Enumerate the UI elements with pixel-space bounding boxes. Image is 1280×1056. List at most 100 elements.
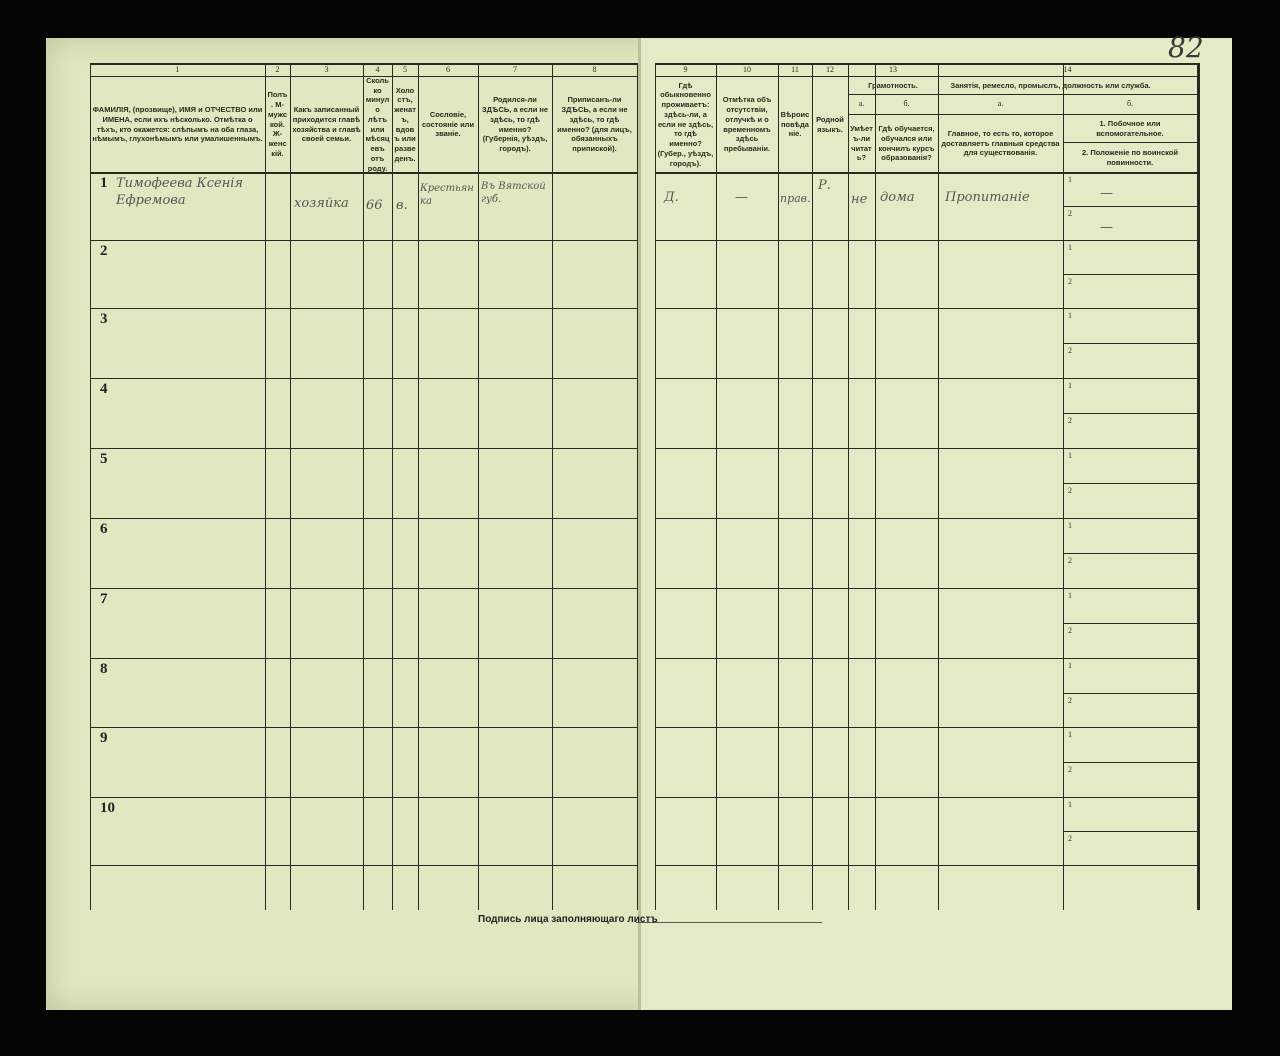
sub-row-line [1063, 483, 1197, 484]
column-line [778, 63, 779, 910]
row-line [655, 658, 1197, 659]
column-line [875, 63, 876, 910]
column-header-4: Сколько минуло лѣтъ или мѣсяцевъ отъ род… [365, 77, 390, 172]
column-line [1063, 63, 1064, 910]
sub-row-number: 2 [1068, 209, 1072, 218]
right-page [640, 38, 1232, 1010]
header-sub-row-line [1063, 142, 1197, 143]
sub-row-number: 2 [1068, 346, 1072, 355]
sub-row-number: 1 [1068, 381, 1072, 390]
sub-row-number: 1 [1068, 243, 1072, 252]
sub-row-number: 1 [1068, 591, 1072, 600]
column-header-13a: Умѣетъ-ли читать? [850, 124, 873, 163]
column-line [478, 63, 479, 910]
entry-1-can-read: не [851, 192, 868, 207]
column-header-9: Гдѣ обыкновенно проживаетъ: здѣсь-ли, а … [657, 80, 714, 168]
page-fold [638, 38, 641, 1010]
entry-1-relation: хозяйка [294, 196, 349, 211]
column-header-12: Родной языкъ. [816, 114, 844, 134]
row-line [655, 865, 1197, 866]
entry-1-language: Р. [818, 178, 831, 193]
row-number: 7 [100, 591, 108, 607]
sub-row-number: 1 [1068, 661, 1072, 670]
sub-row-number: 1 [1068, 521, 1072, 530]
sub-row-line [1063, 623, 1197, 624]
entry-1-marital: в. [396, 198, 408, 213]
column-number-11: 11 [791, 64, 799, 74]
entry-1-military-status: — [1100, 220, 1113, 235]
table-top-border [655, 63, 1197, 65]
row-line [655, 588, 1197, 589]
column-header-7: Родился-ли ЗДѢСЬ, а если не здѣсь, то гд… [481, 95, 549, 153]
row-number: 4 [100, 381, 108, 397]
row-number: 6 [100, 521, 108, 537]
sub-row-number: 1 [1068, 730, 1072, 739]
sub-row-number: 2 [1068, 416, 1072, 425]
column-number-8: 8 [592, 64, 597, 74]
column-header-5: Холостъ, женатъ, вдовъ или разведенъ. [394, 85, 416, 163]
sub-row-number: 1 [1068, 311, 1072, 320]
column-number-4: 4 [375, 64, 380, 74]
column-header-3: Какъ записанный приходится главѣ хозяйст… [292, 105, 361, 144]
entry-1-side-occupation: — [1100, 186, 1113, 201]
column-line [290, 63, 291, 910]
entry-1-name: Тимофеева Ксенія Ефремова [116, 176, 244, 208]
column-line [655, 63, 656, 910]
column-13b-label: б. [903, 99, 910, 109]
row-number: 10 [100, 800, 115, 816]
column-header-1: ФАМИЛІЯ, (прозвище), ИМЯ и ОТЧЕСТВО или … [92, 105, 263, 144]
header-subgroup-line [848, 114, 1197, 115]
column-header-13: Грамотность. [868, 80, 918, 90]
row-line [655, 727, 1197, 728]
sub-row-line [1063, 762, 1197, 763]
row-number: 8 [100, 661, 108, 677]
row-number: 9 [100, 730, 108, 746]
entry-1-religion: прав. [780, 192, 811, 205]
sub-row-line [1063, 693, 1197, 694]
column-header-14b-1: 1. Побочное или вспомогательное. [1096, 118, 1164, 138]
column-line [418, 63, 419, 910]
sub-row-line [1063, 831, 1197, 832]
entry-1-residence: Д. [664, 190, 679, 205]
sub-row-number: 2 [1068, 834, 1072, 843]
column-number-10: 10 [743, 64, 751, 74]
entry-1-education: дома [880, 190, 915, 205]
row-line [655, 518, 1197, 519]
sub-row-line [1063, 343, 1197, 344]
column-line [265, 63, 266, 910]
column-14a-label: а. [997, 99, 1004, 109]
page-number: 82 [1168, 31, 1204, 64]
column-header-13b: Гдѣ обучается, обучался или кончилъ курс… [878, 124, 935, 163]
entry-1-occupation: Пропитаніе [945, 190, 1030, 205]
column-header-14a: Главное, то есть то, которое доставляетъ… [941, 128, 1060, 158]
column-header-10: Отмѣтка объ отсутствіи, отлучкѣ и о врем… [722, 95, 772, 153]
column-line [938, 63, 939, 910]
column-line [552, 63, 553, 910]
column-number-12: 12 [826, 64, 834, 74]
column-line [90, 63, 91, 910]
sub-row-line [1063, 553, 1197, 554]
row-number: 3 [100, 311, 108, 327]
row-line [655, 797, 1197, 798]
left-page-border [637, 63, 638, 910]
column-number-7: 7 [513, 64, 517, 74]
column-header-11: Вѣроисповѣданіе. [780, 109, 810, 139]
row-line [655, 448, 1197, 449]
header-number-row-line [655, 76, 1197, 77]
sub-row-number: 2 [1068, 626, 1072, 635]
column-number-6: 6 [446, 64, 450, 74]
entry-1-absence: — [735, 190, 748, 205]
column-number-1: 1 [175, 64, 180, 74]
column-line [392, 63, 393, 910]
column-number-9: 9 [683, 64, 688, 74]
sub-row-number: 1 [1068, 175, 1072, 184]
column-line [1063, 94, 1064, 172]
column-number-14: 14 [1063, 64, 1072, 74]
column-line [363, 63, 364, 910]
column-line [875, 94, 876, 172]
row-number: 5 [100, 451, 108, 467]
sub-row-line [1063, 274, 1197, 275]
header-subgroup-line [848, 94, 1197, 95]
column-13a-label: а. [858, 99, 865, 109]
entry-1-estate: Крестьянка [420, 183, 474, 207]
